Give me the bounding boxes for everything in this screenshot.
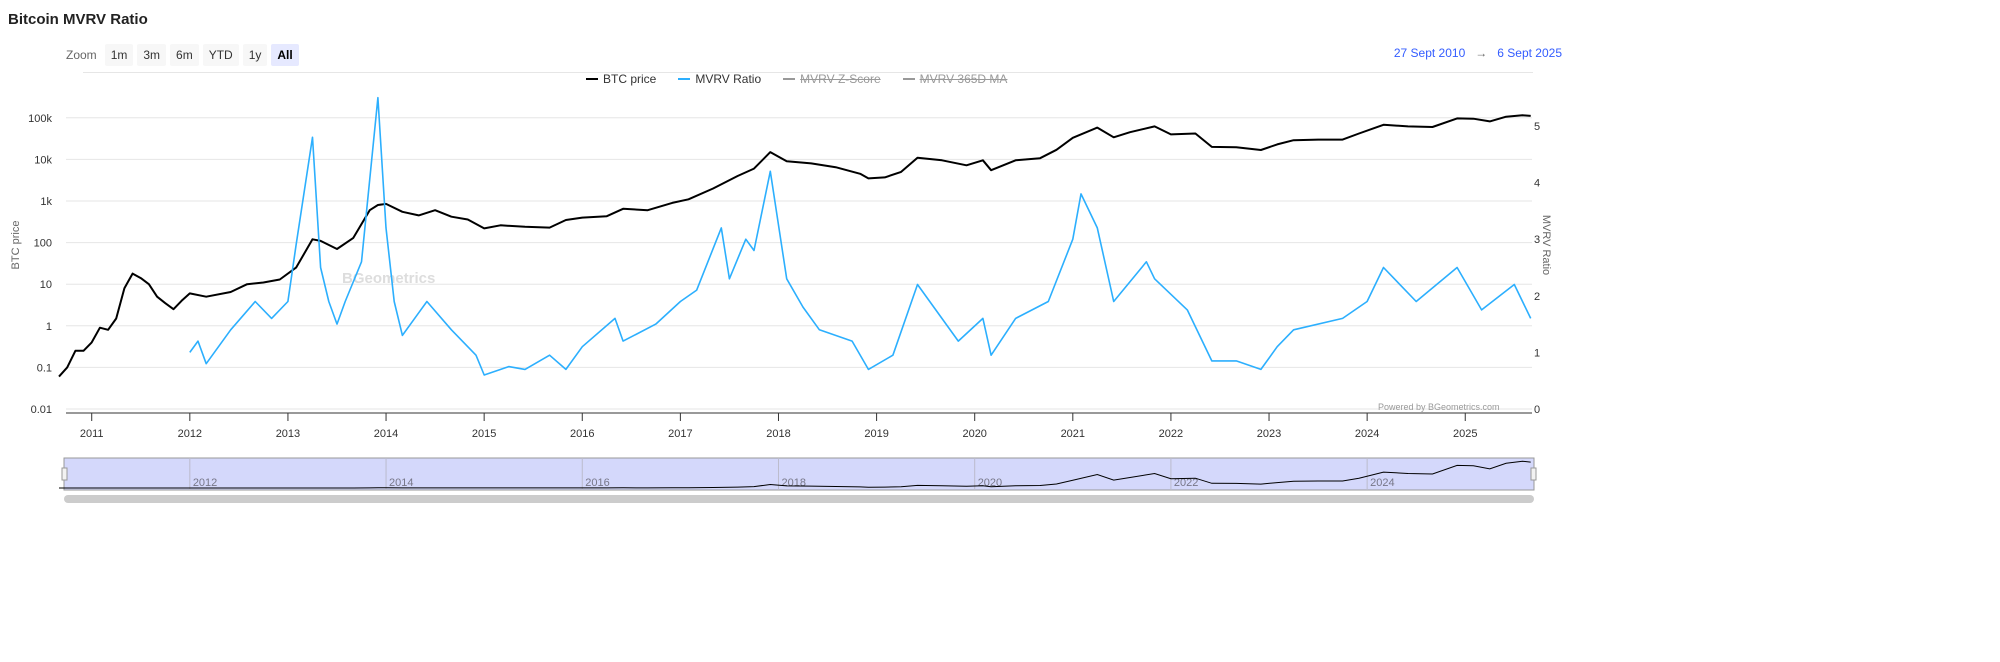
- zoom-3m-button[interactable]: 3m: [137, 44, 167, 66]
- navigator-handle-right[interactable]: [1530, 467, 1537, 481]
- zoom-label: Zoom: [66, 48, 97, 62]
- legend-label: MVRV Z-Score: [800, 72, 881, 86]
- navigator-tick-label: 2024: [1370, 477, 1394, 489]
- x-tick-label: 2015: [472, 428, 496, 440]
- navigator-handle-left[interactable]: [61, 467, 68, 481]
- x-tick-label: 2018: [766, 428, 790, 440]
- credit-link[interactable]: Powered by BGeometrics.com: [1378, 402, 1500, 412]
- navigator-tick-label: 2014: [389, 477, 413, 489]
- x-tick-label: 2011: [80, 428, 104, 440]
- legend-label: BTC price: [603, 72, 657, 86]
- y-left-tick-label: 100: [34, 238, 52, 250]
- btc-price-line: [58, 114, 1531, 378]
- zoom-selector: Zoom 1m 3m 6m YTD 1y All: [66, 44, 299, 66]
- y-left-tick-label: 1k: [40, 196, 52, 208]
- x-tick-label: 2012: [178, 428, 202, 440]
- x-tick-label: 2025: [1453, 428, 1477, 440]
- zoom-all-button[interactable]: All: [271, 44, 299, 66]
- legend-line-icon: [783, 78, 796, 80]
- legend-item-btc-price[interactable]: BTC price: [586, 72, 656, 86]
- y-right-tick-label: 2: [1534, 291, 1540, 303]
- y-left-tick-label: 0.01: [31, 404, 52, 416]
- watermark: BGeometrics: [342, 270, 436, 287]
- x-tick-label: 2019: [864, 428, 888, 440]
- y-left-tick-label: 10: [40, 279, 52, 291]
- y-right-tick-label: 1: [1534, 347, 1540, 359]
- legend-line-icon: [586, 78, 598, 80]
- legend-line-icon: [678, 78, 691, 80]
- zoom-ytd-button[interactable]: YTD: [202, 44, 239, 66]
- y-right-tick-label: 5: [1534, 121, 1540, 133]
- y-left-axis-title: BTC price: [10, 221, 22, 270]
- x-tick-label: 2013: [276, 428, 300, 440]
- navigator-tick-label: 2020: [978, 477, 1002, 489]
- navigator-selection: [63, 457, 1535, 491]
- x-tick-label: 2024: [1355, 428, 1379, 440]
- arrow-right-icon: →: [1475, 46, 1488, 60]
- mvrv-ratio-line: [189, 96, 1532, 376]
- chart-title: Bitcoin MVRV Ratio: [8, 11, 148, 28]
- scrollbar[interactable]: [64, 495, 1534, 503]
- x-tick-label: 2017: [668, 428, 692, 440]
- x-tick-label: 2016: [570, 428, 594, 440]
- legend-label: MVRV Ratio: [695, 72, 762, 86]
- legend-item-mvrv-365d-ma[interactable]: MVRV 365D MA: [902, 72, 1008, 86]
- x-tick-label: 2021: [1061, 428, 1085, 440]
- legend-item-mvrv-z-score[interactable]: MVRV Z-Score: [783, 72, 881, 86]
- x-tick-label: 2022: [1159, 428, 1183, 440]
- x-tick-label: 2023: [1257, 428, 1281, 440]
- divider: [83, 72, 1533, 73]
- navigator-series-line: [59, 460, 1531, 489]
- y-right-tick-label: 0: [1534, 404, 1540, 416]
- y-right-tick-label: 4: [1534, 178, 1540, 190]
- y-left-tick-label: 0.1: [37, 362, 52, 374]
- legend-line-icon: [902, 78, 915, 80]
- navigator-tick-label: 2016: [585, 477, 609, 489]
- zoom-1m-button[interactable]: 1m: [104, 44, 134, 66]
- y-left-tick-label: 1: [46, 321, 52, 333]
- y-left-tick-label: 10k: [34, 154, 52, 166]
- y-left-tick-label: 100k: [28, 113, 52, 125]
- range-from[interactable]: 27 Sept 2010: [1393, 46, 1466, 60]
- legend: BTC price MVRV Ratio MVRV Z-Score MVRV 3…: [586, 72, 1007, 86]
- zoom-6m-button[interactable]: 6m: [170, 44, 199, 66]
- navigator-tick-label: 2022: [1174, 477, 1198, 489]
- legend-item-mvrv-ratio[interactable]: MVRV Ratio: [678, 72, 761, 86]
- x-tick-label: 2020: [962, 428, 986, 440]
- navigator-tick-label: 2018: [781, 477, 805, 489]
- date-range: 27 Sept 2010 → 6 Sept 2025: [1394, 46, 1562, 60]
- legend-label: MVRV 365D MA: [919, 72, 1008, 86]
- navigator-tick-label: 2012: [193, 477, 217, 489]
- x-tick-label: 2014: [374, 428, 398, 440]
- y-right-tick-label: 3: [1534, 234, 1540, 246]
- range-to[interactable]: 6 Sept 2025: [1497, 46, 1562, 60]
- zoom-1y-button[interactable]: 1y: [242, 44, 268, 66]
- y-right-axis-title: MVRV Ratio: [1540, 215, 1552, 275]
